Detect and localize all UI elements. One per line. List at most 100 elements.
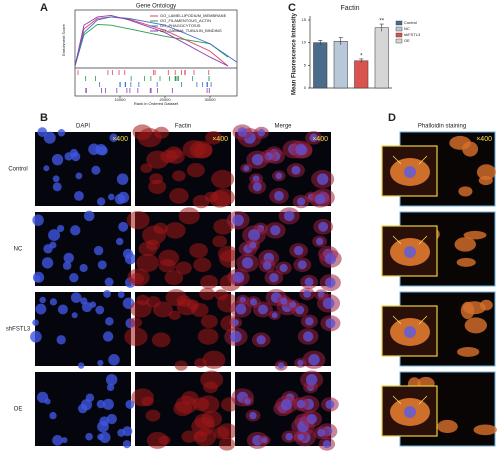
cell-body bbox=[142, 225, 166, 245]
nucleus bbox=[322, 297, 335, 310]
nucleus bbox=[56, 335, 66, 345]
nucleus bbox=[32, 214, 44, 226]
microscopy-grid: DAPI Factin Merge Control ×400 ×400 ×400 NC shFS… bbox=[6, 124, 342, 451]
y-tick-label: 10 bbox=[302, 40, 307, 45]
stained-cell bbox=[464, 317, 488, 334]
nucleus bbox=[317, 428, 326, 437]
panel-label: D bbox=[388, 112, 396, 124]
nucleus bbox=[302, 331, 314, 342]
nucleus bbox=[324, 253, 337, 265]
cell-body bbox=[141, 396, 154, 407]
nucleus bbox=[283, 210, 295, 222]
chart-title: Factin bbox=[340, 5, 359, 12]
nucleus bbox=[116, 173, 129, 185]
cell-body bbox=[127, 268, 150, 287]
nucleus bbox=[102, 398, 114, 410]
stained-cell bbox=[457, 346, 480, 357]
cell-body bbox=[148, 179, 167, 194]
cell-body bbox=[145, 409, 161, 422]
cell-body bbox=[213, 426, 230, 440]
error-bar bbox=[338, 37, 343, 45]
nucleus bbox=[230, 330, 242, 343]
nucleus bbox=[35, 303, 47, 315]
nucleus bbox=[241, 257, 254, 269]
nucleus bbox=[62, 261, 72, 270]
nucleus bbox=[30, 330, 42, 343]
legend-label: shFSTL3 bbox=[404, 32, 421, 37]
nucleus bbox=[297, 433, 304, 441]
nucleus bbox=[289, 301, 297, 308]
cell-body bbox=[201, 410, 223, 428]
stained-cell bbox=[456, 257, 476, 267]
cell-body bbox=[194, 358, 207, 368]
legend-label: GO_GAMMA_TUBULIN_BINDING bbox=[160, 28, 222, 33]
nucleus bbox=[118, 221, 129, 232]
row-label: Control bbox=[8, 167, 27, 173]
nucleus bbox=[97, 433, 104, 441]
nucleus bbox=[325, 318, 336, 329]
cell-body bbox=[174, 360, 188, 371]
arrow bbox=[392, 235, 428, 245]
arrow bbox=[392, 155, 428, 165]
bar bbox=[354, 60, 369, 89]
panel-label: B bbox=[40, 112, 48, 124]
nucleus bbox=[102, 331, 114, 342]
nucleus bbox=[95, 305, 105, 315]
nucleus bbox=[109, 133, 118, 142]
stained-cell bbox=[462, 141, 479, 157]
cell-body bbox=[199, 287, 215, 301]
stained-cell bbox=[458, 186, 473, 197]
magnification: ×400 bbox=[112, 136, 128, 143]
magnification: ×400 bbox=[212, 136, 228, 143]
nucleus bbox=[296, 399, 306, 409]
nucleus bbox=[232, 319, 239, 326]
cell-body bbox=[168, 310, 181, 321]
cell-body bbox=[175, 261, 192, 275]
nucleus bbox=[296, 197, 306, 206]
x-tick-label: 10000 bbox=[114, 97, 126, 102]
nucleus bbox=[44, 398, 51, 405]
nucleus bbox=[103, 290, 111, 298]
nucleus bbox=[48, 229, 61, 242]
nucleus bbox=[56, 224, 65, 233]
cell-body bbox=[192, 397, 210, 411]
cell-body bbox=[186, 162, 205, 178]
nucleus bbox=[43, 165, 50, 172]
cell-body bbox=[124, 327, 148, 347]
nucleus bbox=[256, 335, 266, 345]
cell-body bbox=[205, 130, 223, 145]
stained-cell bbox=[479, 299, 493, 311]
column-header: Factin bbox=[175, 124, 191, 130]
inset-nucleus bbox=[404, 246, 416, 258]
cell-body bbox=[175, 395, 198, 414]
nucleus bbox=[280, 399, 293, 411]
cell-body bbox=[186, 299, 200, 310]
nucleus bbox=[232, 214, 244, 226]
legend-label: GO_PHAGOCYTOSIS bbox=[160, 23, 201, 28]
nucleus bbox=[57, 129, 66, 137]
nucleus bbox=[74, 190, 84, 201]
error-bar bbox=[379, 23, 384, 32]
bar bbox=[374, 27, 389, 89]
nucleus bbox=[277, 362, 285, 369]
column-header: DAPI bbox=[76, 124, 90, 130]
arrow bbox=[392, 315, 428, 325]
inset-nucleus bbox=[404, 326, 416, 338]
nucleus bbox=[70, 292, 82, 303]
nucleus bbox=[79, 263, 88, 273]
x-tick-label: 20000 bbox=[159, 97, 171, 102]
nucleus bbox=[280, 297, 288, 305]
nucleus bbox=[257, 304, 268, 315]
nucleus bbox=[257, 129, 266, 137]
y-axis-label: Mean Fluorescence Intensity bbox=[292, 12, 298, 95]
cell-body bbox=[130, 300, 152, 318]
panel-label: A bbox=[40, 2, 48, 14]
nucleus bbox=[291, 165, 301, 175]
nucleus bbox=[297, 260, 307, 270]
nucleus bbox=[105, 317, 114, 326]
cell-body bbox=[169, 188, 189, 204]
y-tick-label: 5 bbox=[304, 62, 307, 67]
nucleus bbox=[295, 143, 307, 156]
legend-swatch bbox=[395, 32, 403, 38]
cell-body bbox=[218, 437, 236, 451]
